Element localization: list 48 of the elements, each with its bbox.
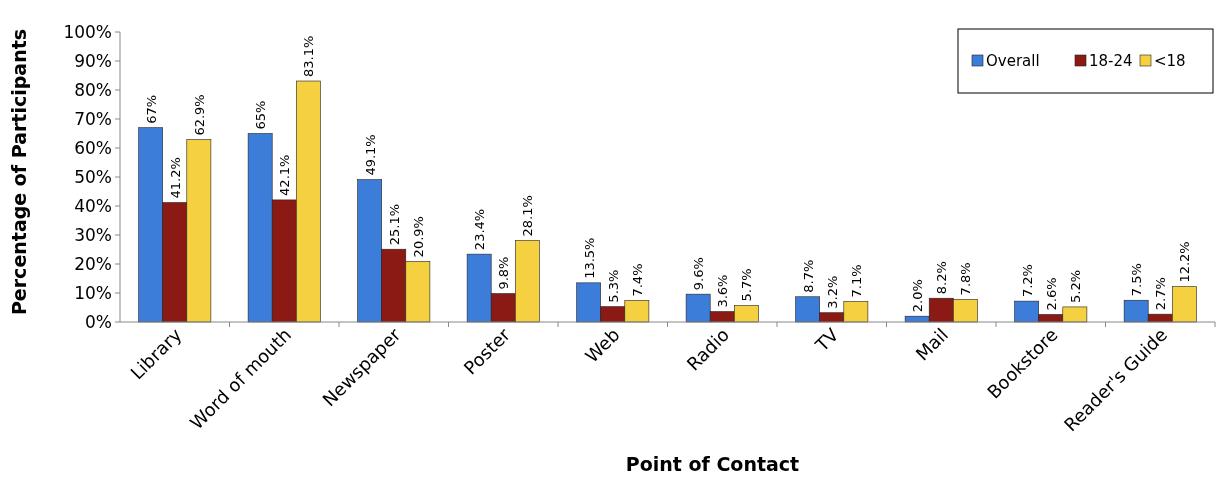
data-label: 5.7%	[739, 268, 755, 302]
data-label: 25.1%	[386, 203, 402, 246]
y-tick-label: 50%	[74, 166, 112, 187]
data-label: 7.8%	[958, 262, 974, 296]
data-label: 2.6%	[1043, 277, 1059, 311]
x-tick-label: Web	[580, 323, 624, 367]
data-label: 7.5%	[1129, 263, 1145, 297]
y-tick-label: 30%	[74, 224, 112, 245]
data-label: 62.9%	[191, 94, 207, 136]
data-label: 2.0%	[910, 279, 926, 313]
data-label: 3.6%	[715, 274, 731, 308]
data-label: 67%	[143, 94, 159, 124]
data-label: 5.3%	[605, 269, 621, 303]
data-label: 41.2%	[167, 157, 183, 199]
data-label: 49.1%	[362, 134, 378, 176]
y-tick-label: 70%	[74, 108, 112, 129]
data-label: 9.6%	[691, 257, 707, 291]
y-tick-label: 20%	[74, 253, 112, 274]
y-tick-label: 40%	[74, 195, 112, 216]
y-tick-label: 0%	[85, 311, 112, 332]
data-label: 8.7%	[800, 259, 816, 293]
data-label: 3.2%	[824, 275, 840, 309]
data-label: 65%	[253, 100, 269, 130]
data-label: 28.1%	[520, 195, 536, 237]
legend-label: <18	[1154, 52, 1186, 71]
x-tick-label: TV	[810, 323, 844, 357]
y-tick-label: 100%	[63, 21, 112, 42]
x-axis-title: Point of Contact	[625, 453, 800, 475]
data-label: 8.2%	[934, 261, 950, 295]
data-label: 5.2%	[1067, 269, 1083, 303]
data-label: 9.8%	[496, 256, 512, 290]
data-label: 7.2%	[1019, 264, 1035, 298]
legend-label: Overall	[986, 52, 1040, 71]
y-tick-label: 10%	[74, 282, 112, 303]
y-axis-title: Percentage of Participants	[8, 28, 30, 316]
y-tick-label: 80%	[74, 79, 112, 100]
legend-label: 18-24	[1089, 52, 1133, 71]
data-label: 12.2%	[1177, 241, 1193, 283]
data-label: 7.1%	[848, 264, 864, 298]
data-label: 83.1%	[301, 35, 317, 78]
y-tick-label: 90%	[74, 50, 112, 71]
data-label: 23.4%	[472, 208, 488, 251]
y-tick-label: 60%	[74, 137, 112, 158]
data-label: 7.4%	[629, 263, 645, 297]
data-label: 20.9%	[410, 216, 426, 258]
data-label: 13.5%	[581, 237, 597, 279]
data-label: 2.7%	[1153, 277, 1169, 311]
data-label: 42.1%	[277, 154, 293, 196]
